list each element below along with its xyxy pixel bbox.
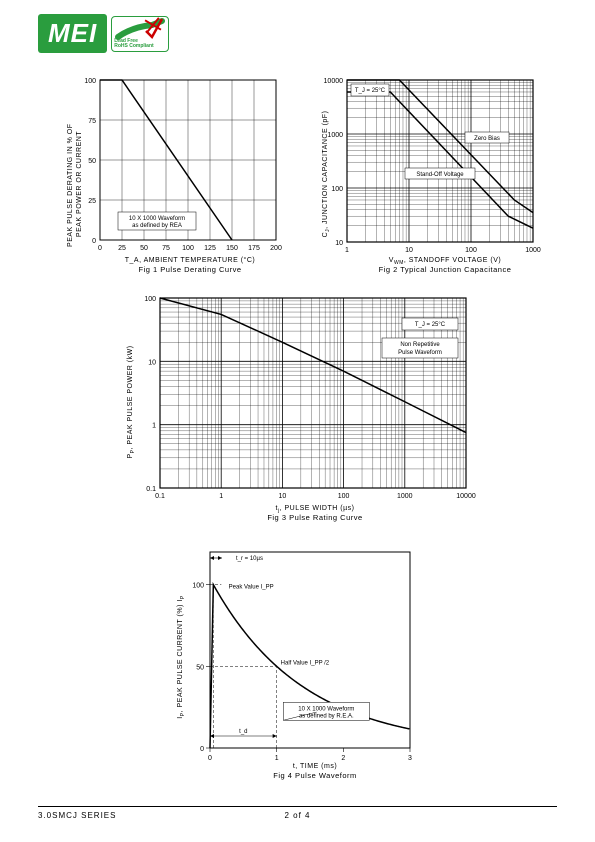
fig4-caption: Fig 4 Pulse Waveform xyxy=(273,771,357,780)
fig2-ylabel: CJ, JUNCTION CAPACITANCE (pF) xyxy=(322,111,331,238)
svg-text:100: 100 xyxy=(192,583,204,590)
svg-text:1000: 1000 xyxy=(397,493,413,500)
svg-text:10000: 10000 xyxy=(324,78,344,85)
svg-text:Stand-Off Voltage: Stand-Off Voltage xyxy=(416,172,464,178)
svg-text:10000: 10000 xyxy=(456,493,476,500)
svg-text:10: 10 xyxy=(279,493,287,500)
svg-text:t_r = 10µs: t_r = 10µs xyxy=(236,556,263,562)
svg-text:10 X 1000 Waveform: 10 X 1000 Waveform xyxy=(298,706,354,712)
svg-text:10: 10 xyxy=(148,359,156,366)
svg-text:2: 2 xyxy=(341,755,345,762)
svg-text:10: 10 xyxy=(405,247,413,254)
svg-text:1000: 1000 xyxy=(327,132,343,139)
svg-text:75: 75 xyxy=(162,245,170,252)
svg-text:100: 100 xyxy=(331,186,343,193)
svg-text:0: 0 xyxy=(92,238,96,245)
svg-text:PEAK PULSE DERATING IN % OF: PEAK PULSE DERATING IN % OF PEAK POWER O… xyxy=(67,121,83,247)
svg-text:25: 25 xyxy=(118,245,126,252)
fig1-xlabel: T_A, AMBIENT TEMPERATURE (°C) xyxy=(125,256,255,264)
svg-text:0.1: 0.1 xyxy=(146,486,156,493)
fig2: 110100100010100100010000T_J = 25°CZero B… xyxy=(315,74,545,274)
svg-text:10 X 1000 Waveform: 10 X 1000 Waveform xyxy=(129,216,185,222)
fig1: 0 25 50 75 100 125 150 175 200 0 25 50 75 100 10 X 100… xyxy=(60,74,290,274)
svg-text:25: 25 xyxy=(88,198,96,205)
svg-text:3: 3 xyxy=(408,755,412,762)
svg-text:1: 1 xyxy=(275,755,279,762)
fig3: 0.1 1 10 100 1000 10000 0.1 1 10 100 T_J = 25°C Non… xyxy=(120,292,480,522)
svg-text:Half Value I_PP /2: Half Value I_PP /2 xyxy=(281,660,330,666)
fig4: 0 1 2 3 0 50 100 t_r = 10µs Peak Value I_PP Half … xyxy=(170,542,430,782)
svg-text:T_J = 25°C: T_J = 25°C xyxy=(355,88,386,94)
svg-text:1: 1 xyxy=(345,247,349,254)
svg-text:200: 200 xyxy=(270,245,282,252)
svg-text:175: 175 xyxy=(248,245,260,252)
svg-text:100: 100 xyxy=(338,493,350,500)
mei-logo: MEI xyxy=(38,14,107,53)
svg-text:100: 100 xyxy=(144,296,156,303)
svg-text:1: 1 xyxy=(152,423,156,430)
svg-text:0: 0 xyxy=(98,245,102,252)
svg-text:100: 100 xyxy=(465,247,477,254)
fig3-caption: Fig 3 Pulse Rating Curve xyxy=(267,513,362,522)
fig1-ylabel-1: PEAK PULSE DERATING IN % OF xyxy=(67,124,74,247)
svg-text:Pulse Waveform: Pulse Waveform xyxy=(398,350,442,356)
fig2-caption: Fig 2 Typical Junction Capacitance xyxy=(379,265,512,274)
svg-text:0: 0 xyxy=(200,746,204,753)
badge-line2: RoHS Compliant xyxy=(114,43,153,49)
footer-page: 2 of 4 xyxy=(284,811,310,820)
fig4-xlabel: t, TIME (ms) xyxy=(293,763,337,770)
svg-text:Non Repetitive: Non Repetitive xyxy=(400,342,440,348)
footer-series: 3.0SMCJ SERIES xyxy=(38,811,116,820)
svg-text:150: 150 xyxy=(226,245,238,252)
footer: 3.0SMCJ SERIES 2 of 4 xyxy=(38,806,557,820)
svg-text:0.1: 0.1 xyxy=(155,493,165,500)
fig4-ylabel: IP, PEAK PULSE CURRENT (%) IP xyxy=(177,595,186,719)
svg-text:Peak Value I_PP: Peak Value I_PP xyxy=(229,585,274,591)
svg-text:T_J = 25°C: T_J = 25°C xyxy=(415,322,446,328)
fig3-ylabel: PP, PEAK PULSE POWER (kW) xyxy=(127,345,136,458)
svg-text:t_d: t_d xyxy=(239,729,247,735)
svg-text:75: 75 xyxy=(88,118,96,125)
svg-text:Zero Bias: Zero Bias xyxy=(474,136,500,142)
svg-text:125: 125 xyxy=(204,245,216,252)
rohs-badge: Lead Free RoHS Compliant xyxy=(111,16,169,52)
svg-text:50: 50 xyxy=(140,245,148,252)
svg-text:50: 50 xyxy=(196,664,204,671)
svg-text:100: 100 xyxy=(84,78,96,85)
svg-text:1: 1 xyxy=(219,493,223,500)
logo-area: MEI Lead Free RoHS Compliant xyxy=(38,14,169,53)
svg-text:10: 10 xyxy=(335,240,343,247)
fig1-caption: Fig 1 Pulse Derating Curve xyxy=(138,265,241,274)
svg-text:as defined by REA: as defined by REA xyxy=(132,223,182,229)
fig1-ylabel-2: PEAK POWER OR CURRENT xyxy=(76,131,83,237)
svg-text:100: 100 xyxy=(182,245,194,252)
svg-text:1000: 1000 xyxy=(525,247,541,254)
svg-text:0: 0 xyxy=(208,755,212,762)
svg-text:50: 50 xyxy=(88,158,96,165)
